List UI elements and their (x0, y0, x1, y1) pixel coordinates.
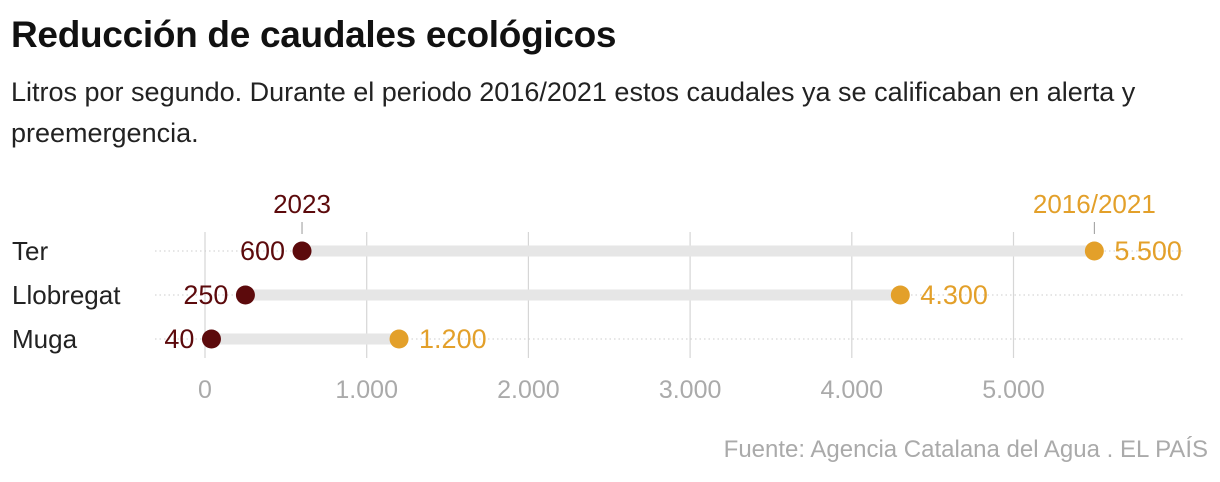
source-credit: Fuente: Agencia Catalana del Agua . EL P… (723, 436, 1208, 463)
value-label-2016-2021-0: 5.500 (1114, 236, 1182, 266)
value-label-2023-2: 40 (164, 324, 194, 354)
dumbbell-chart: 0 1.000 2.000 3.000 4.000 5.000 Ter 600 5.500 Llo… (12, 189, 1185, 404)
x-tick-label-4: 4.000 (821, 376, 884, 404)
value-label-2016-2021-1: 4.300 (920, 280, 988, 310)
value-label-2023-0: 600 (240, 236, 285, 266)
category-label-2: Muga (12, 324, 78, 354)
point-2016-2021-0 (1084, 241, 1104, 261)
x-tick-label-5: 5.000 (982, 376, 1045, 404)
chart-subtitle: Litros por segundo. Durante el periodo 2… (11, 77, 1136, 148)
point-2016-2021-1 (890, 285, 910, 305)
value-label-2016-2021-2: 1.200 (419, 324, 487, 354)
x-tick-label-2: 2.000 (497, 376, 560, 404)
legend-2016-2021: 2016/2021 (1033, 189, 1156, 219)
point-2016-2021-2 (389, 329, 409, 349)
point-2023-2 (201, 329, 221, 349)
legend-2023: 2023 (273, 189, 331, 219)
point-2023-1 (235, 285, 255, 305)
chart-title: Reducción de caudales ecológicos (11, 14, 617, 55)
value-label-2023-1: 250 (183, 280, 228, 310)
category-label-1: Llobregat (12, 280, 121, 310)
x-tick-label-3: 3.000 (659, 376, 722, 404)
x-tick-label-1: 1.000 (335, 376, 398, 404)
category-label-0: Ter (12, 236, 48, 266)
x-tick-label-0: 0 (198, 376, 212, 404)
point-2023-0 (292, 241, 312, 261)
